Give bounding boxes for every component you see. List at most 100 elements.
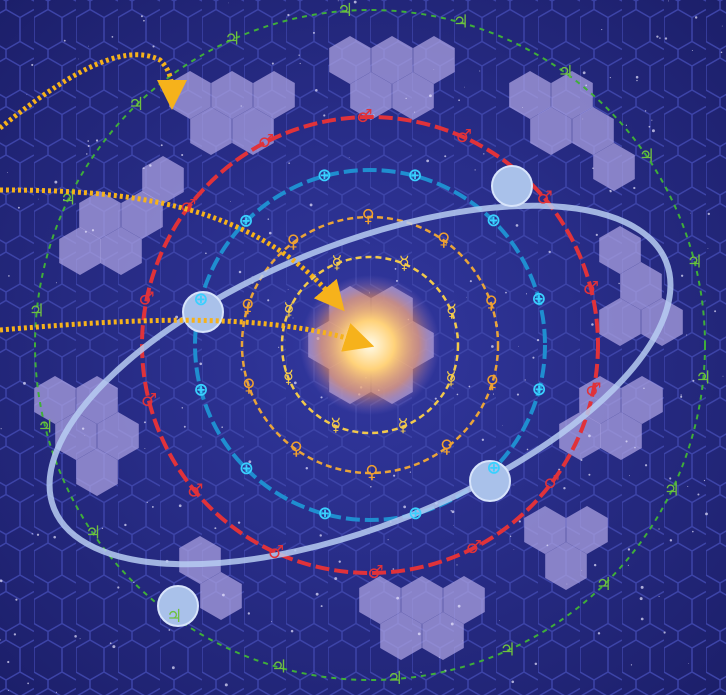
star [458,99,460,102]
star [591,323,594,326]
star [643,387,645,390]
star [618,282,620,285]
jupiter-symbol: ♃ [500,639,516,660]
hex-tile [621,376,663,424]
earth-symbol: ⊕ [532,379,547,400]
star [117,586,120,589]
mars-symbol: ♂ [180,196,196,217]
hex-tile [253,71,295,119]
comet [469,460,511,502]
star [513,549,515,550]
star [468,385,471,388]
star [267,299,270,302]
star [414,111,416,113]
star [394,268,397,270]
star [601,28,603,31]
star [152,45,155,48]
earth-symbol: ⊕ [193,289,208,310]
star [627,548,631,551]
star [0,639,1,641]
mars-symbol: ♂ [456,126,472,147]
star [548,250,551,254]
star [149,164,152,167]
star [669,477,672,480]
arrow [0,52,187,130]
mars-orbit [140,115,600,575]
star [287,13,290,17]
hex-tile [79,191,121,239]
jupiter-symbol: ♃ [639,145,655,166]
star [143,19,145,22]
star [81,427,85,430]
star [238,270,242,274]
star [630,664,633,666]
arrow [0,187,345,312]
mercury-symbol: ☿ [331,252,342,273]
hex-tile [179,536,221,584]
star [222,593,225,597]
star [178,504,182,508]
star [648,125,651,128]
star [516,393,520,396]
star [247,612,250,615]
star [13,633,17,636]
venus-symbol: ♀ [241,296,254,317]
star [703,479,706,482]
hex-tile [76,448,118,496]
star [287,289,289,290]
jupiter-symbol: ♃ [337,0,353,21]
star [580,458,583,461]
star [299,62,301,65]
star [518,520,521,523]
star [86,153,88,155]
star [199,362,203,366]
star [392,568,395,570]
star [522,106,523,108]
hex-tile [380,612,422,660]
star [338,560,341,563]
mercury-symbol: ☿ [446,368,457,389]
star [15,598,18,601]
mars-symbol: ♂ [268,542,284,563]
venus-symbol: ♀ [486,372,499,393]
star [334,577,338,581]
hex-tile [599,298,641,346]
star [267,218,270,220]
star [581,569,583,571]
star [124,523,127,527]
star [451,510,455,514]
earth-symbol: ⊕ [407,165,422,186]
star [625,440,628,443]
star [221,426,223,428]
star [462,640,463,642]
star [142,167,145,170]
star [546,544,549,547]
star [659,37,661,39]
star [140,15,143,18]
jupiter-symbol: ♃ [37,417,53,438]
star [721,25,723,27]
star [309,203,313,207]
star [511,680,515,684]
star [409,471,412,473]
star [491,345,494,348]
star [319,534,322,537]
star [690,212,691,214]
hex-tile [392,72,434,120]
star [7,172,9,173]
star [697,493,700,496]
venus-symbol: ♀ [362,206,375,227]
hex-tile [121,191,163,239]
mars-symbol: ♂ [187,480,203,501]
star [474,169,476,171]
star [288,162,290,164]
hex-tile [620,262,662,310]
star [8,275,10,277]
star [151,505,154,508]
mars-symbol: ♂ [138,289,154,310]
star [290,629,294,633]
star [592,167,594,169]
hex-tile [593,143,635,191]
star [694,16,698,19]
